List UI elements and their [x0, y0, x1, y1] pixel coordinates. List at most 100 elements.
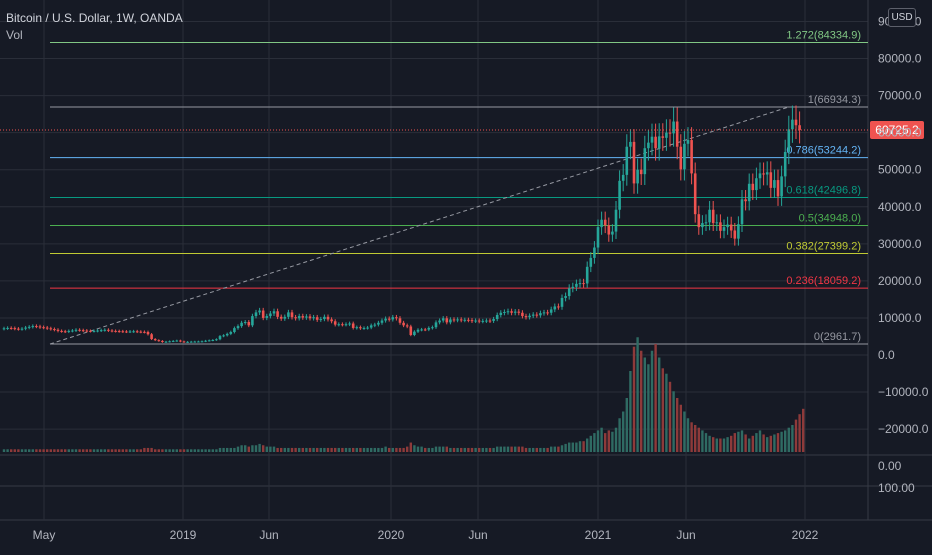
- volume-bar: [24, 449, 27, 452]
- volume-bar: [179, 449, 182, 452]
- volume-bar: [665, 373, 668, 452]
- volume-bar: [28, 449, 31, 452]
- volume-bar: [704, 433, 708, 452]
- candle-body: [654, 136, 657, 149]
- volume-bar: [128, 449, 132, 452]
- volume-bar: [701, 430, 704, 452]
- volume-bar: [236, 446, 240, 452]
- volume-bar: [582, 441, 585, 452]
- volume-bar: [240, 445, 243, 452]
- volume-bar: [150, 447, 153, 452]
- volume-bar: [755, 433, 758, 452]
- candle-body: [153, 339, 157, 341]
- candle-body: [456, 319, 459, 321]
- candle-body: [686, 140, 690, 144]
- candle-body: [139, 331, 143, 333]
- volume-bar: [726, 437, 729, 452]
- volume-bar: [251, 445, 254, 452]
- candle-body: [639, 169, 643, 175]
- volume-bar: [586, 438, 589, 452]
- volume-bar: [532, 447, 535, 452]
- volume-bar: [49, 449, 52, 452]
- candle-body: [380, 320, 384, 323]
- time-tick-label: 2022: [792, 528, 819, 542]
- volume-bar: [276, 447, 279, 452]
- volume-bar: [71, 449, 74, 452]
- candle-body: [146, 332, 150, 335]
- volume-bar: [301, 447, 304, 452]
- candle-body: [679, 146, 683, 170]
- candle-body: [542, 312, 546, 314]
- candle-body: [517, 311, 521, 313]
- candle-body: [780, 176, 783, 197]
- candle-body: [733, 230, 737, 239]
- candle-body: [269, 313, 272, 317]
- candle-body: [85, 330, 89, 332]
- time-tick-label: 2020: [378, 528, 405, 542]
- candle-body: [409, 326, 413, 335]
- volume-bar: [10, 449, 13, 452]
- candle-body: [355, 327, 359, 329]
- symbol-title[interactable]: Bitcoin / U.S. Dollar, 1W, OANDA: [6, 11, 183, 25]
- volume-bar: [272, 446, 276, 452]
- volume-bar: [604, 433, 607, 452]
- candle-body: [467, 319, 470, 321]
- candle-body: [510, 311, 513, 313]
- volume-bar: [683, 411, 686, 452]
- fibonacci-retracement[interactable]: 0(2961.7) 0.236(18059.2) 0.382(27399.2) 0.5…: [49, 29, 868, 345]
- volume-bar: [200, 449, 204, 452]
- time-tick-label: 2021: [585, 528, 612, 542]
- volume-bar: [290, 447, 294, 452]
- candle-body: [668, 132, 672, 134]
- volume-bar: [92, 449, 96, 452]
- volume-bar: [146, 447, 150, 452]
- volume-bar: [247, 446, 250, 452]
- candle-body: [114, 330, 117, 332]
- candle-body: [319, 319, 323, 321]
- candle-body: [791, 119, 794, 130]
- candle-body: [240, 322, 243, 327]
- volume-bar: [121, 449, 124, 452]
- volume-bar: [578, 441, 582, 452]
- candle-body: [261, 310, 265, 318]
- candle-body: [157, 340, 161, 342]
- volume-bar: [175, 449, 178, 452]
- candle-body: [161, 340, 164, 343]
- volume-bar: [499, 446, 502, 452]
- volume-bar: [244, 445, 247, 452]
- overlay: 60725.2: [0, 120, 924, 139]
- candle-body: [125, 331, 128, 333]
- currency-button[interactable]: USD: [888, 8, 916, 27]
- volume-label: Vol: [6, 28, 23, 42]
- volume-bar: [668, 381, 672, 452]
- candle-body: [135, 331, 139, 333]
- volume-tick-label: 0.00: [878, 459, 902, 473]
- volume-bar: [38, 449, 42, 452]
- candle-body: [675, 121, 679, 147]
- candle-body: [182, 341, 186, 343]
- volume-bar: [139, 449, 142, 452]
- volume-bar: [323, 447, 326, 452]
- candle-body: [726, 224, 729, 228]
- volume-bar: [798, 414, 801, 452]
- volume-bar: [539, 447, 542, 452]
- candle-body: [701, 223, 704, 228]
- volume-bar: [312, 447, 315, 452]
- volume-bar: [697, 427, 700, 452]
- candle-body: [27, 326, 31, 328]
- candle-body: [67, 330, 71, 332]
- volume-bar: [787, 427, 790, 452]
- candle-body: [6, 327, 9, 329]
- candle-body: [272, 311, 276, 314]
- volume-bar: [636, 337, 639, 452]
- volume-bar: [445, 446, 448, 452]
- volume-bar: [769, 435, 772, 452]
- volume-tick-label: 100.00: [878, 481, 915, 495]
- candle-body: [506, 311, 510, 313]
- candle-body: [697, 214, 701, 228]
- volume-bar: [733, 433, 736, 452]
- candle-body: [391, 317, 395, 320]
- candle-body: [279, 316, 283, 319]
